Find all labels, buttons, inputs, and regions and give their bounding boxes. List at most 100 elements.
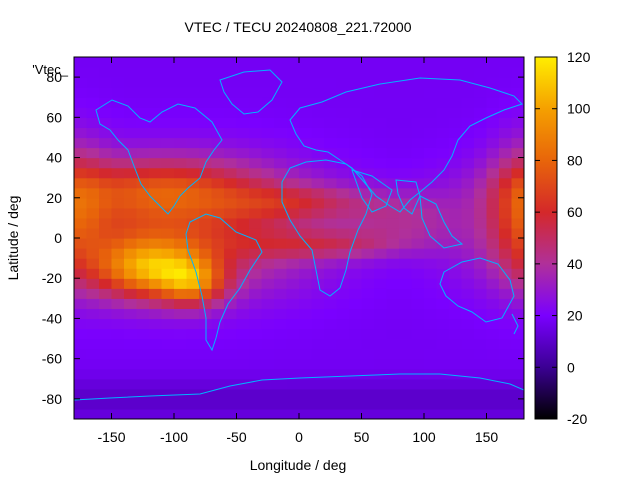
heatmap-cell xyxy=(286,57,300,68)
heatmap-cell xyxy=(361,268,375,279)
heatmap-cell xyxy=(486,117,500,128)
heatmap-cell xyxy=(186,328,200,340)
heatmap-cell xyxy=(399,258,413,269)
axes: -150 -100 -50 0 50 100 150 -80 -60 -40 -20 0 20 40 60… xyxy=(42,56,525,445)
heatmap-cell xyxy=(136,57,150,68)
heatmap-cell xyxy=(74,318,88,330)
heatmap-cell xyxy=(486,268,500,279)
heatmap-cell xyxy=(324,408,338,419)
colorbar-tick-label: 80 xyxy=(567,152,583,168)
heatmap-cell xyxy=(124,217,138,229)
heatmap-cell xyxy=(274,328,288,340)
heatmap-cell xyxy=(424,348,438,360)
heatmap-cell xyxy=(111,207,125,219)
heatmap-cell xyxy=(111,248,125,259)
heatmap-cell xyxy=(436,238,450,249)
heatmap-cell xyxy=(174,87,188,98)
heatmap-cell xyxy=(399,408,413,419)
heatmap-cell xyxy=(274,338,288,350)
heatmap-cell xyxy=(99,227,113,239)
heatmap-cell xyxy=(411,258,425,269)
heatmap-cell xyxy=(449,177,463,189)
heatmap-cell xyxy=(336,157,350,169)
heatmap-cell xyxy=(299,238,313,249)
heatmap-cell xyxy=(299,298,313,309)
heatmap-cell xyxy=(224,207,238,219)
heatmap-cell xyxy=(174,378,188,390)
heatmap-cell xyxy=(74,298,88,309)
heatmap-cell xyxy=(424,328,438,340)
heatmap-cell xyxy=(499,348,513,360)
heatmap-cell xyxy=(124,57,138,68)
heatmap-cell xyxy=(474,177,488,189)
heatmap-cell xyxy=(374,67,388,78)
heatmap-cell xyxy=(286,248,300,259)
heatmap-cell xyxy=(286,368,300,380)
heatmap-cell xyxy=(424,77,438,88)
heatmap-cell xyxy=(86,167,100,179)
heatmap-cell xyxy=(411,57,425,68)
heatmap-cell xyxy=(249,67,263,78)
heatmap-cell xyxy=(436,77,450,88)
heatmap-cell xyxy=(336,217,350,229)
heatmap-cell xyxy=(324,278,338,289)
heatmap-cell xyxy=(486,127,500,139)
heatmap-cell xyxy=(74,57,88,68)
heatmap-cell xyxy=(361,248,375,259)
heatmap-cell xyxy=(349,368,363,380)
heatmap-cell xyxy=(461,227,475,239)
heatmap-cell xyxy=(174,328,188,340)
heatmap-cell xyxy=(411,308,425,320)
heatmap-cell xyxy=(124,328,138,340)
heatmap-cell xyxy=(286,77,300,88)
heatmap-cell xyxy=(211,217,225,229)
heatmap-cell xyxy=(386,207,400,219)
heatmap-cell xyxy=(311,187,325,199)
heatmap-cell xyxy=(199,227,213,239)
heatmap-cell xyxy=(261,398,275,410)
heatmap-cell xyxy=(336,227,350,239)
heatmap-cell xyxy=(99,107,113,118)
heatmap-cell xyxy=(461,147,475,159)
heatmap-cell xyxy=(511,318,524,330)
heatmap-cell xyxy=(311,227,325,239)
heatmap-cell xyxy=(99,87,113,98)
heatmap-cell xyxy=(374,378,388,390)
heatmap-cell xyxy=(436,378,450,390)
heatmap-cell xyxy=(474,127,488,139)
heatmap-cell xyxy=(486,137,500,149)
heatmap-cell xyxy=(386,328,400,340)
heatmap-cell xyxy=(499,127,513,139)
heatmap-cell xyxy=(161,137,175,149)
heatmap-cell xyxy=(374,147,388,159)
heatmap-cell xyxy=(299,278,313,289)
heatmap-cell xyxy=(161,227,175,239)
heatmap-cell xyxy=(386,97,400,108)
heatmap-cell xyxy=(274,378,288,390)
heatmap-cell xyxy=(274,147,288,159)
x-tick-label: 0 xyxy=(295,429,303,445)
heatmap-cell xyxy=(186,107,200,118)
heatmap-cell xyxy=(386,318,400,330)
heatmap-cell xyxy=(161,338,175,350)
heatmap-cell xyxy=(399,217,413,229)
heatmap-cell xyxy=(86,298,100,309)
heatmap-cell xyxy=(149,388,163,400)
heatmap-cell xyxy=(411,97,425,108)
heatmap-cell xyxy=(149,358,163,370)
heatmap-cell xyxy=(424,288,438,299)
heatmap-cell xyxy=(74,358,88,370)
heatmap-cell xyxy=(299,137,313,149)
heatmap-cell xyxy=(286,147,300,159)
heatmap-cell xyxy=(349,107,363,118)
heatmap-cell xyxy=(274,268,288,279)
heatmap-cell xyxy=(411,278,425,289)
heatmap-cell xyxy=(436,57,450,68)
heatmap-cell xyxy=(499,177,513,189)
heatmap-cell xyxy=(224,268,238,279)
heatmap-cell xyxy=(261,77,275,88)
heatmap-cell xyxy=(449,348,463,360)
heatmap-cell xyxy=(311,157,325,169)
heatmap-cell xyxy=(86,207,100,219)
heatmap-cell xyxy=(211,147,225,159)
